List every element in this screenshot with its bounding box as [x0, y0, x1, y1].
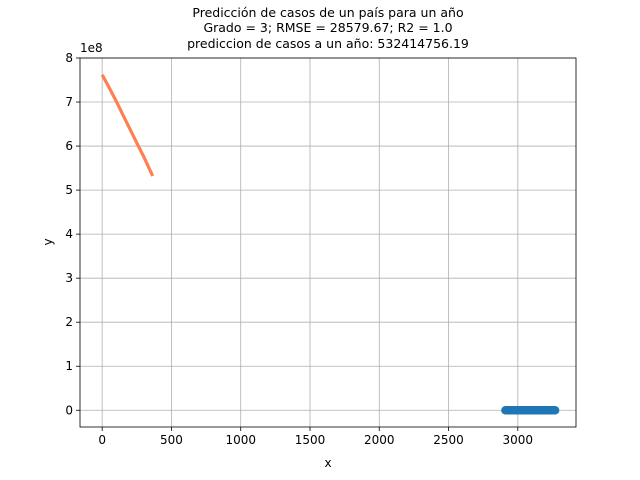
grid: [80, 57, 576, 427]
y-axis-ticks: 0 1 2 3 4 5 6 7 8: [65, 51, 80, 417]
y-axis-label: y: [41, 238, 55, 245]
x-tick-label: 2500: [433, 433, 464, 447]
chart-title-line-1: Predicción de casos de un país para un a…: [192, 5, 463, 20]
chart-title-line-2: Grado = 3; RMSE = 28579.67; R2 = 1.0: [203, 20, 452, 35]
y-tick-label: 6: [65, 139, 73, 153]
x-tick-label: 3000: [503, 433, 534, 447]
plot-area: [80, 58, 576, 427]
x-tick-label: 0: [98, 433, 106, 447]
y-tick-label: 8: [65, 51, 73, 65]
axes-frame: [79, 57, 577, 428]
x-tick-label: 500: [160, 433, 183, 447]
data-point: [551, 406, 560, 415]
series-layer: [100, 73, 560, 415]
x-tick-label: 2000: [364, 433, 395, 447]
x-tick-label: 1500: [295, 433, 326, 447]
prediction-line: [100, 73, 155, 177]
y-tick-label: 3: [65, 271, 73, 285]
y-tick-label: 1: [65, 359, 73, 373]
y-tick-label: 0: [65, 403, 73, 417]
x-axis-ticks: 0 500 1000 1500 2000 2500 3000: [98, 427, 533, 447]
y-offset-text: 1e8: [80, 41, 103, 55]
y-tick-label: 2: [65, 315, 73, 329]
chart-title-line-3: prediccion de casos a un año: 532414756.…: [187, 36, 469, 51]
y-tick-label: 4: [65, 227, 73, 241]
y-tick-label: 5: [65, 183, 73, 197]
x-axis-label: x: [324, 456, 331, 470]
x-tick-label: 1000: [225, 433, 256, 447]
y-tick-label: 7: [65, 95, 73, 109]
